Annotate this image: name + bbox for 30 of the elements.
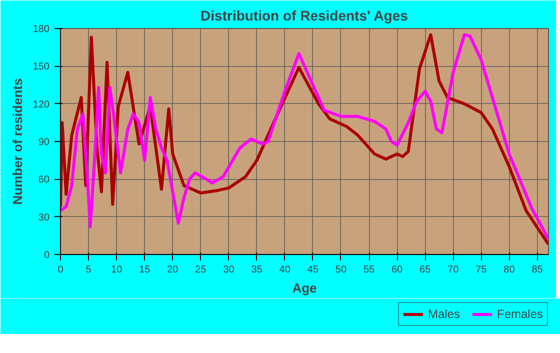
- x-tick-label: 75: [476, 264, 488, 276]
- x-tick-label: 25: [195, 264, 207, 276]
- x-tick-label: 60: [391, 264, 404, 276]
- x-tick-label: 45: [307, 264, 319, 276]
- x-tick-label: 15: [139, 264, 151, 276]
- y-axis-title: Number of residents: [10, 78, 25, 205]
- y-tick-label: 180: [32, 24, 50, 35]
- x-tick-label: 40: [279, 264, 291, 276]
- x-tick-label: 65: [420, 264, 432, 276]
- y-tick-label: 30: [38, 212, 50, 224]
- x-tick-label: 20: [167, 264, 179, 276]
- chart-title: Distribution of Residents' Ages: [200, 8, 408, 24]
- legend-label: Males: [428, 307, 460, 321]
- y-tick-label: 0: [44, 250, 50, 261]
- x-tick-label: 35: [251, 264, 263, 276]
- y-tick-label: 60: [38, 174, 50, 186]
- y-tick-label: 90: [38, 137, 50, 148]
- x-tick-label: 0: [58, 264, 64, 276]
- x-tick-label: 10: [111, 264, 123, 276]
- x-tick-label: 55: [363, 264, 376, 276]
- x-tick-label: 5: [86, 264, 92, 276]
- x-tick-label: 50: [335, 264, 347, 276]
- x-tick-label: 80: [504, 264, 516, 276]
- legend-label: Females: [496, 307, 543, 321]
- x-tick-label: 85: [532, 264, 544, 276]
- y-tick-label: 150: [32, 62, 50, 73]
- x-axis-title: Age: [292, 280, 317, 296]
- x-tick-label: 30: [223, 264, 235, 276]
- x-tick-label: 70: [448, 264, 460, 276]
- y-tick-label: 120: [32, 99, 50, 110]
